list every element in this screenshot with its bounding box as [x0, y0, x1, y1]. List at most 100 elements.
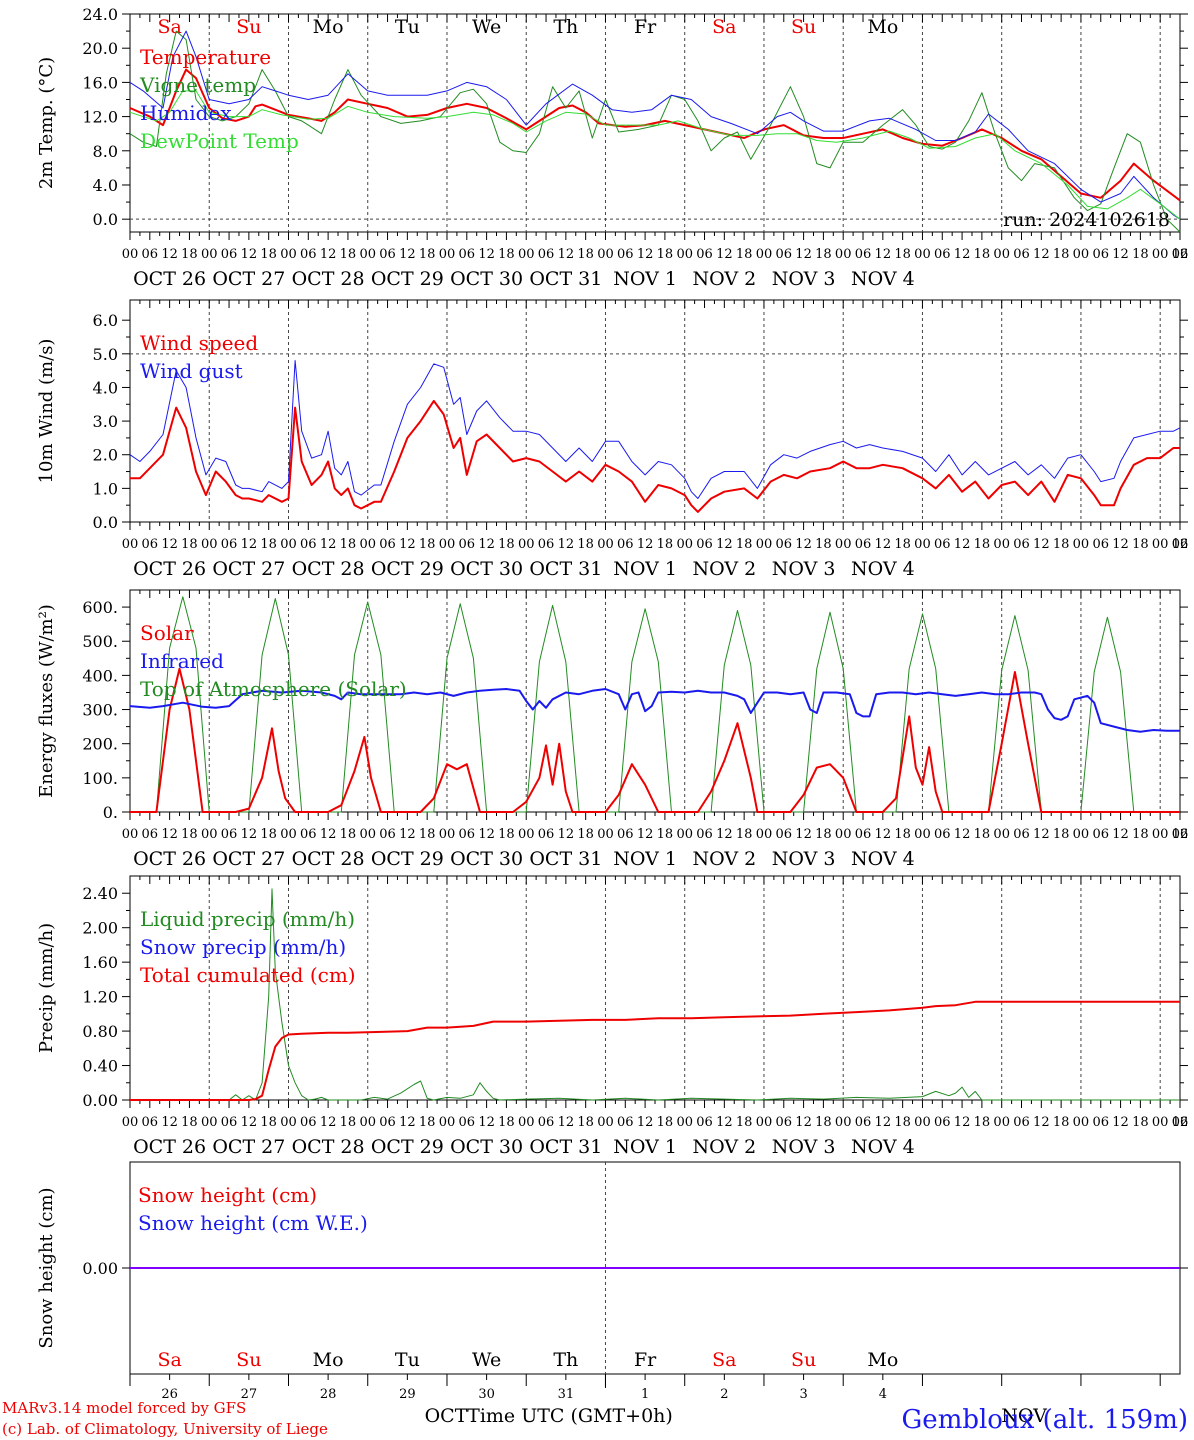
x-hour-label: 12 — [241, 247, 258, 262]
x-hour-label: 06 — [617, 537, 634, 552]
x-hour-label: 18 — [577, 827, 594, 842]
x-hour-label: 06 — [855, 1115, 872, 1130]
y-tick-label: 2.0 — [93, 446, 118, 465]
day-name-label: Su — [791, 16, 816, 38]
y-tick-label: 600. — [82, 598, 118, 617]
x-hour-label: 06 — [696, 827, 713, 842]
x-hour-label: 06 — [300, 247, 317, 262]
x-date-label: NOV 2 — [692, 268, 756, 290]
x-hour-label: 12 — [1172, 827, 1189, 842]
x-hour-label: 06 — [221, 247, 238, 262]
x-hour-label: 12 — [795, 247, 812, 262]
x-hour-label: 12 — [1033, 827, 1050, 842]
day-name-label: Mo — [867, 16, 898, 38]
x-hour-label: 12 — [320, 827, 337, 842]
x-hour-label: 06 — [934, 247, 951, 262]
x-date-label: NOV 1 — [613, 848, 677, 870]
x-date-label: NOV 3 — [772, 268, 836, 290]
x-hour-label: 18 — [577, 1115, 594, 1130]
x-hour-label: 18 — [181, 1115, 198, 1130]
series-line-temperature — [129, 68, 1181, 202]
day-name-label: Th — [553, 1349, 578, 1371]
x-hour-label: 12 — [241, 537, 258, 552]
credit-line-1: MARv3.14 model forced by GFS — [2, 1399, 246, 1417]
x-hour-label: 12 — [875, 1115, 892, 1130]
x-hour-label: 00 — [914, 537, 931, 552]
x-hour-label: 00 — [201, 1115, 218, 1130]
x-hour-label: 18 — [974, 247, 991, 262]
x-hour-label: 06 — [300, 1115, 317, 1130]
x-hour-label: 12 — [399, 537, 416, 552]
y-tick-label: 8.0 — [93, 142, 118, 161]
x-hour-label: 18 — [1132, 827, 1149, 842]
x-hour-label: 06 — [538, 247, 555, 262]
x-hour-label: 18 — [181, 827, 198, 842]
day-name-label: Sa — [157, 1349, 181, 1371]
y-tick-label: 1.60 — [82, 953, 118, 972]
x-hour-label: 12 — [875, 247, 892, 262]
y-tick-label: 500. — [82, 632, 118, 651]
series-line-wind-speed — [130, 399, 1180, 513]
panel-energy: 0. 100. 200. 300. 400. 500. 600. Energy fluxes … — [36, 589, 1189, 870]
y-tick-label: 12.0 — [82, 108, 118, 127]
x-hour-label: 12 — [558, 537, 575, 552]
x-axis-title: Time UTC (GMT+0h) — [467, 1405, 673, 1427]
x-date-label: OCT 26 — [133, 1136, 206, 1158]
legend-entry: Snow height (cm) — [138, 1183, 317, 1207]
y-axis-label: Energy fluxes (W/m²) — [36, 604, 57, 798]
day-number-label: 1 — [641, 1387, 649, 1402]
x-hour-label: 06 — [696, 247, 713, 262]
x-hour-label: 00 — [439, 537, 456, 552]
x-date-label: OCT 31 — [529, 558, 602, 580]
x-date-label: OCT 29 — [371, 848, 444, 870]
x-hour-label: 12 — [478, 247, 495, 262]
legend-entry: Infrared — [140, 649, 224, 673]
x-hour-label: 18 — [577, 247, 594, 262]
x-hour-label: 06 — [1092, 1115, 1109, 1130]
x-hour-label: 12 — [795, 1115, 812, 1130]
x-hour-label: 12 — [1172, 1115, 1189, 1130]
legend-entry: Wind speed — [140, 331, 258, 355]
x-hour-label: 00 — [914, 1115, 931, 1130]
x-hour-label: 12 — [399, 827, 416, 842]
x-hour-label: 12 — [1112, 247, 1129, 262]
x-hour-label: 18 — [815, 247, 832, 262]
x-hour-label: 18 — [815, 537, 832, 552]
x-date-label: OCT 31 — [529, 848, 602, 870]
y-tick-label: 300. — [82, 701, 118, 720]
x-hour-label: 06 — [538, 1115, 555, 1130]
y-tick-label: 0. — [103, 803, 118, 822]
x-hour-label: 12 — [716, 537, 733, 552]
x-hour-label: 06 — [1013, 1115, 1030, 1130]
x-hour-label: 06 — [1172, 247, 1189, 262]
x-hour-label: 18 — [340, 247, 357, 262]
x-hour-label: 18 — [419, 1115, 436, 1130]
x-hour-label: 18 — [260, 1115, 277, 1130]
x-hour-label: 06 — [142, 537, 159, 552]
series-line-solar — [130, 667, 1180, 813]
x-hour-label: 12 — [161, 247, 178, 262]
x-hour-label: 12 — [1112, 537, 1129, 552]
x-hour-label: 06 — [142, 827, 159, 842]
x-hour-label: 06 — [379, 1115, 396, 1130]
legend-entry: Wind gust — [140, 359, 243, 383]
x-hour-label: 00 — [201, 537, 218, 552]
x-hour-label: 12 — [795, 827, 812, 842]
day-number-label: 28 — [320, 1387, 337, 1402]
x-hour-label: 18 — [1053, 537, 1070, 552]
y-tick-label: 0.0 — [93, 513, 118, 532]
y-tick-label: 6.0 — [93, 311, 118, 330]
x-hour-label: 12 — [478, 537, 495, 552]
x-hour-label: 00 — [993, 247, 1010, 262]
x-hour-label: 18 — [260, 247, 277, 262]
x-hour-label: 18 — [498, 537, 515, 552]
x-hour-label: 06 — [459, 247, 476, 262]
x-hour-label: 18 — [498, 827, 515, 842]
x-hour-label: 12 — [478, 1115, 495, 1130]
legend-entry: Vigne temp — [139, 73, 256, 97]
x-hour-label: 00 — [439, 1115, 456, 1130]
x-date-label: OCT 29 — [371, 558, 444, 580]
day-name-label: Mo — [313, 1349, 344, 1371]
y-tick-label: 2.40 — [82, 884, 118, 903]
